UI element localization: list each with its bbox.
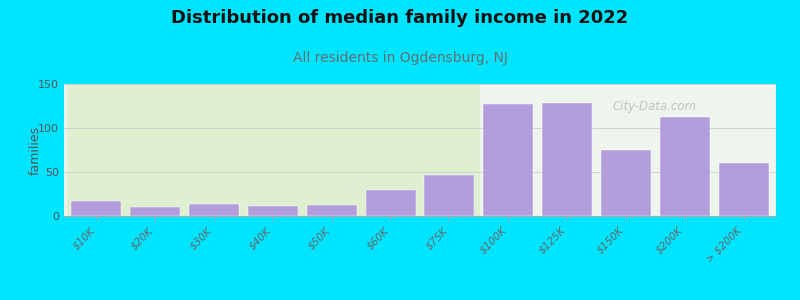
Bar — [542, 103, 592, 216]
Bar — [67, 0, 479, 216]
Bar — [660, 117, 710, 216]
Bar — [601, 150, 651, 216]
Text: All residents in Ogdensburg, NJ: All residents in Ogdensburg, NJ — [293, 51, 507, 65]
Bar — [483, 104, 534, 216]
Bar — [71, 201, 122, 216]
Bar — [425, 175, 474, 216]
Bar — [189, 204, 239, 216]
Bar — [718, 163, 769, 216]
Bar — [306, 205, 357, 216]
Bar — [366, 190, 415, 216]
Y-axis label: families: families — [29, 125, 42, 175]
Text: Distribution of median family income in 2022: Distribution of median family income in … — [171, 9, 629, 27]
Text: City-Data.com: City-Data.com — [613, 100, 697, 113]
Bar — [130, 207, 180, 216]
Bar — [248, 206, 298, 216]
